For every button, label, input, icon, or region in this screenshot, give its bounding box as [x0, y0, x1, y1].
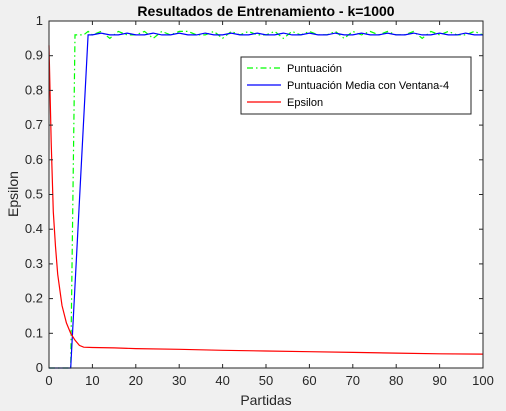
x-tick-label: 100 — [472, 373, 494, 388]
y-tick-label: 0.7 — [25, 117, 43, 132]
y-tick-label: 1 — [36, 13, 43, 28]
x-tick-label: 60 — [302, 373, 316, 388]
legend: Puntuación Puntuación Media con Ventana-4… — [240, 56, 472, 115]
x-tick-label: 50 — [259, 373, 273, 388]
y-tick-label: 0.1 — [25, 325, 43, 340]
y-tick-label: 0.8 — [25, 82, 43, 97]
y-axis-label: Epsilon — [5, 171, 21, 217]
legend-label: Puntuación Media con Ventana-4 — [287, 80, 449, 92]
x-tick-label: 40 — [215, 373, 229, 388]
y-tick-label: 0.4 — [25, 221, 43, 236]
series-layer — [48, 30, 484, 369]
x-axis-label: Partidas — [240, 392, 291, 408]
x-tick-label: 80 — [389, 373, 403, 388]
x-tick-label: 0 — [45, 373, 52, 388]
y-tick-label: 0.9 — [25, 48, 43, 63]
x-tick-label: 20 — [129, 373, 143, 388]
x-tick-label: 90 — [432, 373, 446, 388]
legend-label: Epsilon — [287, 97, 323, 109]
y-tick-label: 0.6 — [25, 152, 43, 167]
series-line-1 — [49, 32, 483, 369]
y-tick-label: 0 — [36, 360, 43, 375]
x-tick-label: 10 — [85, 373, 99, 388]
x-tick-label: 70 — [346, 373, 360, 388]
ticks-layer: 0 10 20 30 40 50 60 70 80 90 100 0 0.1 0.2 0.3 0.4 0.5 0.… — [25, 13, 494, 388]
y-tick-label: 0.2 — [25, 291, 43, 306]
chart-title: Resultados de Entrenamiento - k=1000 — [137, 3, 394, 19]
series-line-2 — [48, 45, 484, 355]
y-tick-label: 0.5 — [25, 187, 43, 202]
legend-label: Puntuación — [287, 63, 342, 75]
y-tick-label: 0.3 — [25, 256, 43, 271]
x-tick-label: 30 — [172, 373, 186, 388]
